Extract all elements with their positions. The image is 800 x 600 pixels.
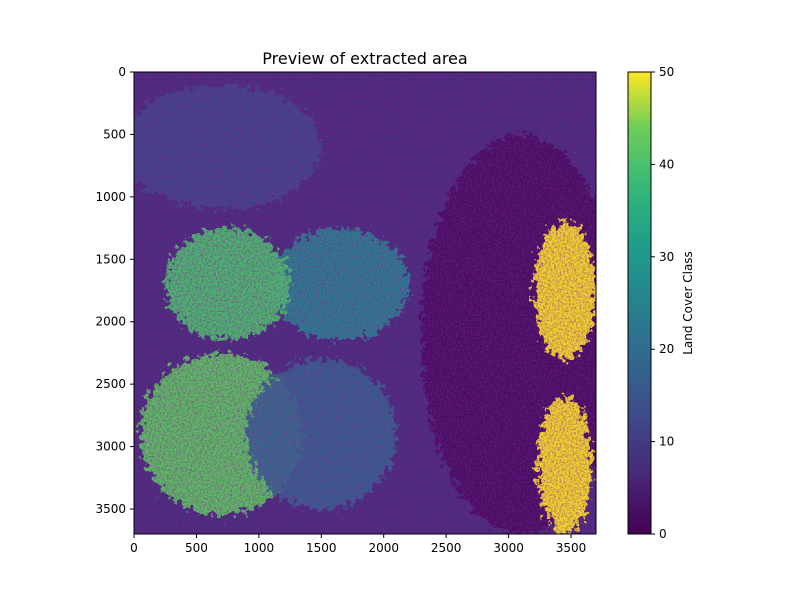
colorbar-tick-label: 40 <box>659 157 674 171</box>
colorbar-label: Land Cover Class <box>681 251 695 355</box>
chart-title: Preview of extracted area <box>262 49 467 68</box>
x-tick-label: 2500 <box>431 541 462 555</box>
y-tick-label: 500 <box>103 127 126 141</box>
y-axis: 0 500 1000 1500 2000 2500 3000 3500 <box>95 65 134 516</box>
x-tick-label: 1000 <box>244 541 275 555</box>
y-tick-label: 3000 <box>95 440 126 454</box>
colorbar-tick-label: 20 <box>659 342 674 356</box>
x-tick-label: 1500 <box>306 541 337 555</box>
y-tick-label: 2500 <box>95 377 126 391</box>
x-axis: 0 500 1000 1500 2000 2500 3000 3500 <box>130 534 586 555</box>
x-tick-label: 2000 <box>368 541 399 555</box>
x-tick-label: 3500 <box>556 541 587 555</box>
map-texture <box>134 72 596 534</box>
y-tick-label: 0 <box>118 65 126 79</box>
plot-frame <box>133 71 597 535</box>
y-tick-label: 2000 <box>95 315 126 329</box>
colorbar: 0 10 20 30 40 50 Land Cover Class <box>627 65 695 541</box>
colorbar-tick-label: 50 <box>659 65 674 79</box>
y-tick-label: 1000 <box>95 190 126 204</box>
colorbar-tick-label: 10 <box>659 435 674 449</box>
colorbar-gradient <box>627 71 652 535</box>
y-tick-label: 3500 <box>95 502 126 516</box>
colorbar-tick-label: 30 <box>659 250 674 264</box>
x-tick-label: 500 <box>185 541 208 555</box>
colorbar-tick-label: 0 <box>659 527 667 541</box>
y-tick-label: 1500 <box>95 252 126 266</box>
plot-area <box>134 72 596 534</box>
x-tick-label: 3000 <box>493 541 524 555</box>
colorbar-ticks: 0 10 20 30 40 50 <box>651 65 674 541</box>
x-tick-label: 0 <box>130 541 138 555</box>
